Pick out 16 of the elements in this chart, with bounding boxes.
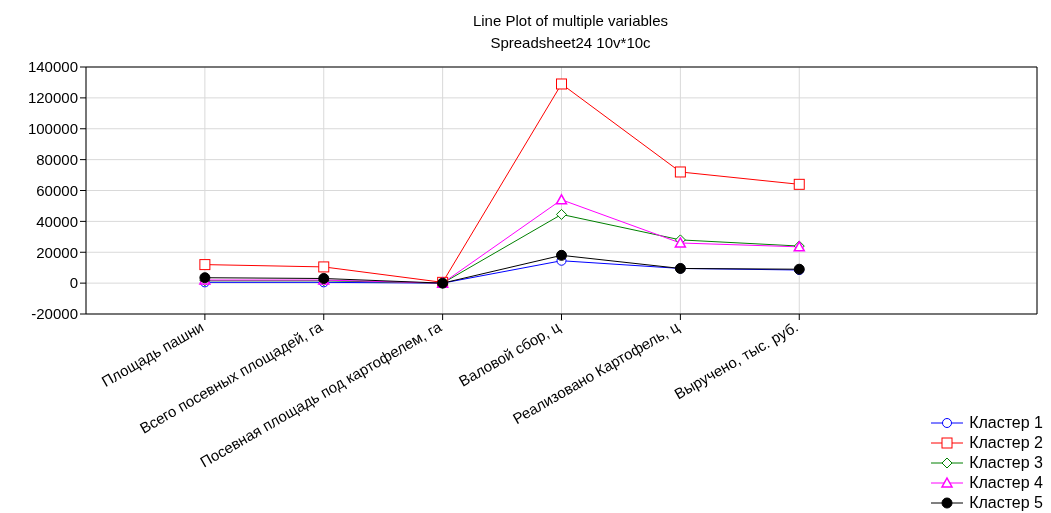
y-tick-label: 40000 (36, 212, 78, 230)
chart-subtitle: Spreadsheet24 10v*10c (489, 33, 652, 53)
y-tick-label: 0 (69, 274, 78, 292)
chart-title: Line Plot of multiple variables (471, 11, 670, 31)
y-tick-label: 80000 (36, 150, 78, 168)
legend-label: Кластер 5 (969, 494, 1043, 512)
legend-label: Кластер 3 (969, 454, 1043, 472)
y-tick-label: -20000 (31, 305, 78, 323)
y-tick-label: 20000 (36, 243, 78, 261)
legend-label: Кластер 1 (969, 414, 1043, 432)
y-tick-label: 60000 (36, 181, 78, 199)
y-tick-label: 100000 (27, 120, 78, 138)
legend-label: Кластер 4 (969, 474, 1043, 492)
y-tick-label: 120000 (27, 89, 78, 107)
y-tick-label: 140000 (27, 58, 78, 76)
legend-label: Кластер 2 (969, 434, 1043, 452)
